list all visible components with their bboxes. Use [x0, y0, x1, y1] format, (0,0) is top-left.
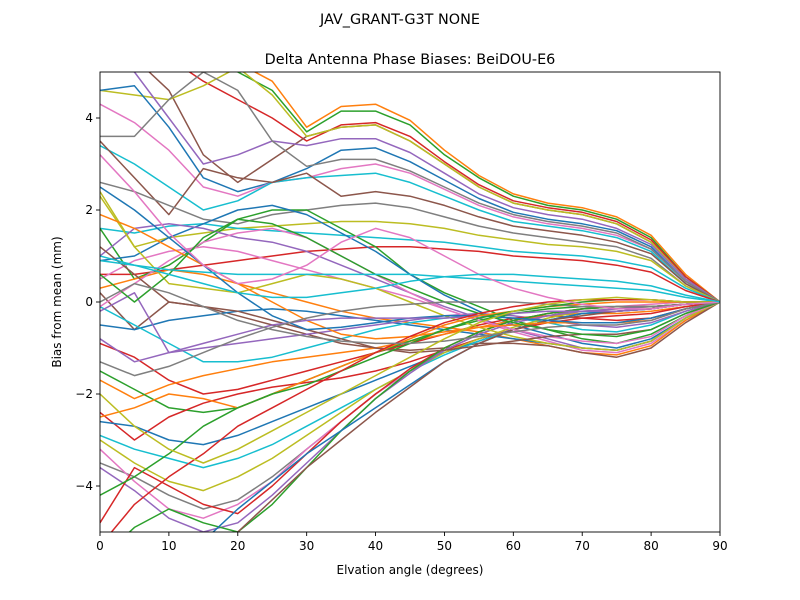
series-line-s07: [100, 85, 720, 303]
series-line-s09: [100, 72, 720, 303]
series-line-s12: [100, 181, 720, 303]
series-line-s02: [236, 72, 720, 303]
series-line-s54: [100, 255, 720, 303]
x-tick-label: 50: [437, 539, 452, 553]
y-tick-label: 2: [85, 203, 93, 217]
series-line-s50: [110, 298, 720, 532]
x-axis-label: Elvation angle (degrees): [337, 563, 484, 577]
series-line-s10: [100, 144, 720, 303]
y-tick-label: 0: [85, 295, 93, 309]
y-tick-label: −2: [75, 387, 93, 401]
series-line-s51: [100, 282, 720, 345]
x-tick-label: 70: [575, 539, 590, 553]
chart-title: Delta Antenna Phase Biases: BeiDOU-E6: [265, 52, 556, 68]
y-tick-label: 4: [85, 111, 93, 125]
series-line-s05: [100, 72, 720, 303]
series-line-s03: [188, 72, 720, 303]
series-line-s52: [100, 296, 720, 464]
x-tick-label: 80: [643, 539, 658, 553]
x-tick-label: 10: [161, 539, 176, 553]
x-tick-label: 30: [299, 539, 314, 553]
y-tick-label: −4: [75, 479, 93, 493]
series-line-s01: [253, 72, 720, 303]
series-line-s08: [100, 103, 720, 303]
x-tick-label: 90: [712, 539, 727, 553]
series-line-s28: [100, 301, 720, 441]
series-layer: [100, 72, 720, 532]
series-line-s46: [100, 301, 720, 418]
series-line-s24: [100, 292, 720, 354]
x-tick-label: 60: [506, 539, 521, 553]
x-tick-label: 40: [368, 539, 383, 553]
series-line-s39: [100, 195, 720, 352]
series-line-s40: [100, 227, 720, 345]
x-tick-label: 20: [230, 539, 245, 553]
series-line-s23: [100, 301, 720, 363]
series-line-s48: [100, 259, 720, 303]
series-line-s45: [100, 301, 720, 363]
y-axis: −4 −2 0 2 4: [75, 111, 100, 493]
series-line-s44: [100, 218, 720, 338]
x-axis: 0 10 20 30 40 50 60 70 80 90: [96, 532, 728, 553]
series-line-s13: [100, 191, 720, 303]
series-line-s11: [100, 140, 720, 303]
series-line-s53: [100, 154, 720, 310]
figure-suptitle: JAV_GRANT-G3T NONE: [319, 12, 480, 28]
y-axis-label: Bias from mean (mm): [50, 236, 64, 367]
series-line-s47: [100, 301, 720, 377]
series-line-s06: [132, 72, 720, 303]
series-line-s19: [100, 246, 720, 354]
x-tick-label: 0: [96, 539, 104, 553]
